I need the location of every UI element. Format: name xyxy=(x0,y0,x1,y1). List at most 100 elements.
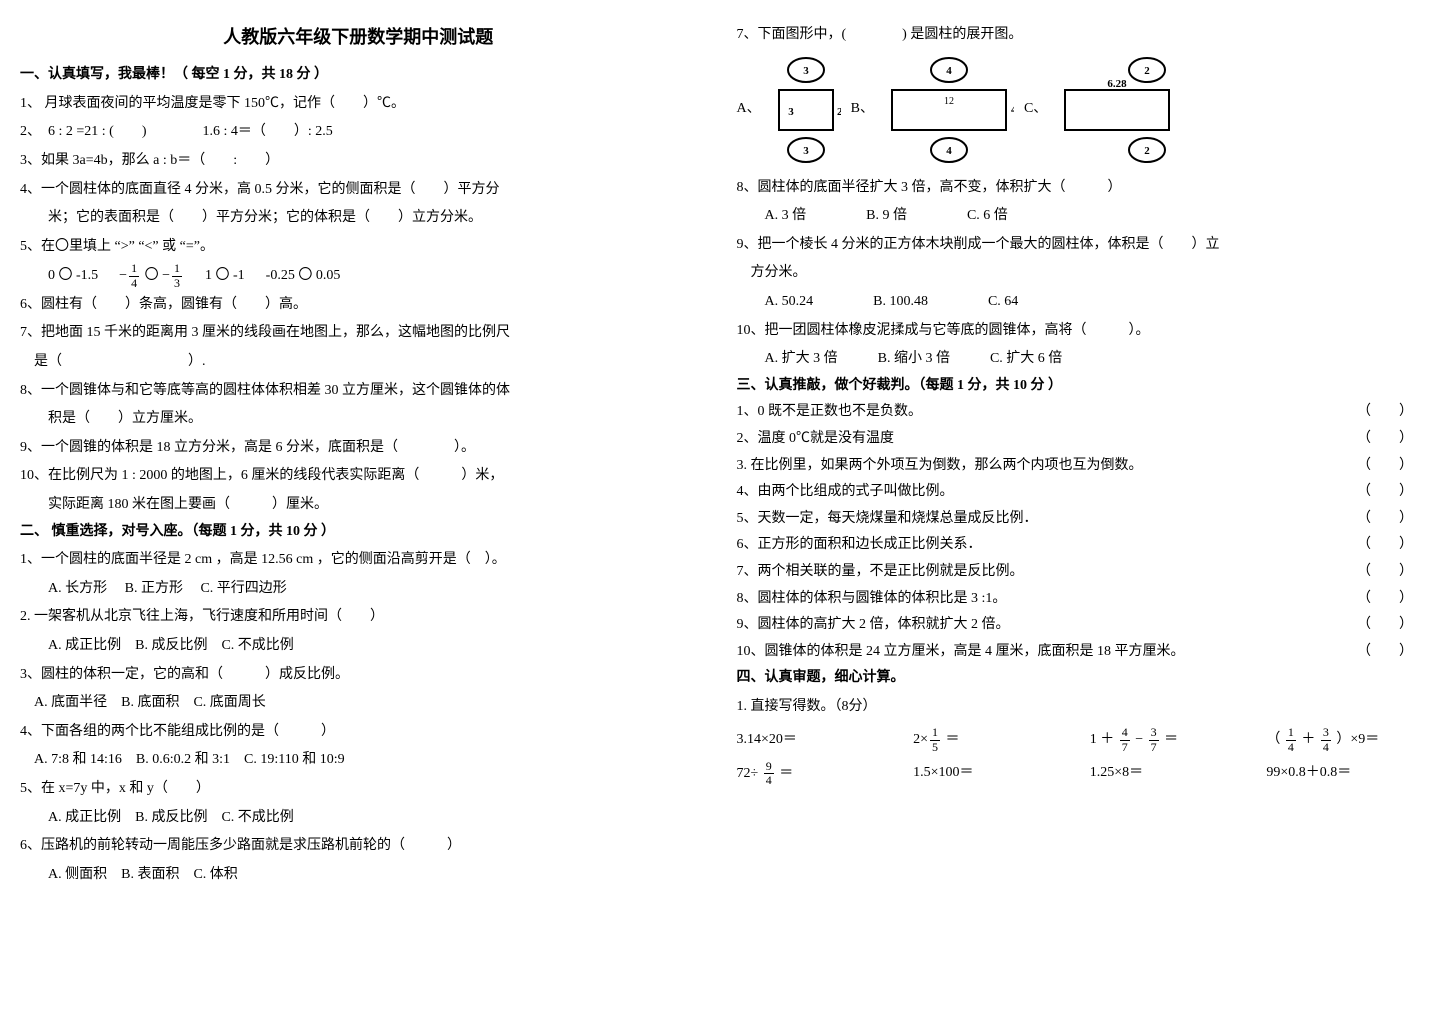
s2-q3b: B. 底面积 xyxy=(121,695,179,710)
c3: 1 ＋ 47 − 37 ＝ xyxy=(1090,726,1237,754)
paren-slot: （ ） xyxy=(1343,506,1413,533)
s2-q2c: C. 不成比例 xyxy=(221,638,293,653)
s2-q9-l2: 方分米。 xyxy=(737,260,1414,287)
c6: 1.5×100＝ xyxy=(913,760,1060,787)
s1-q8-l2: 积是（ ）立方厘米。 xyxy=(20,406,697,433)
paren-slot: （ ） xyxy=(1343,559,1413,586)
s1-q2: 2、 6 : 2 =21 : ( ) 1.6 : 4＝（ ）: 2.5 xyxy=(20,119,697,146)
s2-q10-opts: A. 扩大 3 倍 B. 缩小 3 倍 C. 扩大 6 倍 xyxy=(737,346,1414,373)
s2-q1c: C. 平行四边形 xyxy=(200,581,286,596)
label-a: A、 xyxy=(737,96,761,123)
frac-1-4: 14 xyxy=(129,262,139,289)
right-column: 7、下面图形中，( ) 是圆柱的展开图。 A、 3 3 2 3 B、 4 12 … xyxy=(737,20,1414,888)
paren-slot: （ ） xyxy=(1343,586,1413,613)
s1-q5: 5、在〇里填上 “>” “<” 或 “=”。 xyxy=(20,234,697,261)
s1-q4-l1: 4、一个圆柱体的底面直径 4 分米，高 0.5 分米，它的侧面积是（ ）平方分 xyxy=(20,177,697,204)
page-title: 人教版六年级下册数学期中测试题 xyxy=(20,20,697,54)
calc-row-2: 72÷ 94 ＝ 1.5×100＝ 1.25×8＝ 99×0.8＋0.8＝ xyxy=(737,760,1414,788)
section3-head: 三、认真推敲，做个好裁判。（每题 1 分，共 10 分 ） xyxy=(737,373,1414,400)
s1-q3: 3、如果 3a=4b，那么 a : b＝（ : ） xyxy=(20,148,697,175)
paren-slot: （ ） xyxy=(1343,612,1413,639)
svg-text:3: 3 xyxy=(788,106,794,118)
s2-q1: 1、一个圆柱的底面半径是 2 cm ，高是 12.56 cm ，它的侧面沿高剪开… xyxy=(20,547,697,574)
frac-3-4: 34 xyxy=(1321,726,1331,753)
svg-text:2: 2 xyxy=(837,106,841,118)
s1-q5a: 0 〇 -1.5 xyxy=(48,268,98,283)
s2-q5a: A. 成正比例 xyxy=(48,810,121,825)
c2: 2×15 ＝ xyxy=(913,726,1060,754)
s2-q10b: B. 缩小 3 倍 xyxy=(878,346,950,373)
s3-j3: 3. 在比例里，如果两个外项互为倒数，那么两个内项也互为倒数。 xyxy=(737,453,1344,480)
svg-text:3: 3 xyxy=(803,65,809,77)
svg-text:2: 2 xyxy=(1145,65,1151,77)
s2-q2: 2. 一架客机从北京飞往上海，飞行速度和所用时间（ ） xyxy=(20,604,697,631)
s2-q9-l1: 9、把一个棱长 4 分米的正方体木块削成一个最大的圆柱体，体积是（ ）立 xyxy=(737,232,1414,259)
s2-q8-opts: A. 3 倍 B. 9 倍 C. 6 倍 xyxy=(737,203,1414,230)
frac-1-3: 13 xyxy=(172,262,182,289)
s1-q5-row: 0 〇 -1.5 −14 〇 −13 1 〇 -1 -0.25 〇 0.05 xyxy=(20,262,697,290)
s3-j9: 9、圆柱体的高扩大 2 倍，体积就扩大 2 倍。 xyxy=(737,612,1344,639)
s2-q4a: A. 7:8 和 14:16 xyxy=(34,752,122,767)
s1-q8-l1: 8、一个圆锥体与和它等底等高的圆柱体体积相差 30 立方厘米，这个圆锥体的体 xyxy=(20,378,697,405)
frac-4-7: 47 xyxy=(1120,726,1130,753)
s1-q5c: 1 〇 -1 xyxy=(205,268,245,283)
svg-text:2: 2 xyxy=(1145,145,1151,157)
s3-j7: 7、两个相关联的量，不是正比例就是反比例。 xyxy=(737,559,1344,586)
s1-q5d: -0.25 〇 0.05 xyxy=(266,268,341,283)
paren-slot: （ ） xyxy=(1343,399,1413,426)
left-column: 人教版六年级下册数学期中测试题 一、认真填写，我最棒！（ 每空 1 分，共 18… xyxy=(20,20,697,888)
frac-1-5: 15 xyxy=(930,726,940,753)
s1-q4-l2: 米；它的表面积是（ ）平方分米；它的体积是（ ）立方分米。 xyxy=(20,205,697,232)
s2-q6: 6、压路机的前轮转动一周能压多少路面就是求压路机前轮的（ ） xyxy=(20,833,697,860)
paren-slot: （ ） xyxy=(1343,532,1413,559)
paren-slot: （ ） xyxy=(1343,453,1413,480)
s2-q10a: A. 扩大 3 倍 xyxy=(765,346,838,373)
s2-q5c: C. 不成比例 xyxy=(221,810,293,825)
s2-q2a: A. 成正比例 xyxy=(48,638,121,653)
s2-q9-opts: A. 50.24 B. 100.48 C. 64 xyxy=(737,289,1414,316)
svg-text:4: 4 xyxy=(946,145,952,157)
s1-q10-l2: 实际距离 180 米在图上要画（ ）厘米。 xyxy=(20,492,697,519)
s4-sub1: 1. 直接写得数。（8分） xyxy=(737,694,1414,721)
s2-q1b: B. 正方形 xyxy=(125,581,183,596)
s2-q6c: C. 体积 xyxy=(193,867,237,882)
c8: 99×0.8＋0.8＝ xyxy=(1266,760,1413,787)
s2-q4c: C. 19:110 和 10:9 xyxy=(244,752,345,767)
s1-q10-l1: 10、在比例尺为 1 : 2000 的地图上，6 厘米的线段代表实际距离（ ）米… xyxy=(20,463,697,490)
paren-slot: （ ） xyxy=(1343,639,1413,666)
frac-1-4b: 14 xyxy=(1286,726,1296,753)
s1-q1: 1、 月球表面夜间的平均温度是零下 150℃，记作（ ）℃。 xyxy=(20,91,697,118)
s2-q6a: A. 侧面积 xyxy=(48,867,107,882)
figure-b-icon: 4 12 4 4 xyxy=(884,55,1014,165)
c5: 72÷ 94 ＝ xyxy=(737,760,884,788)
s3-j10: 10、圆锥体的体积是 24 立方厘米，高是 4 厘米，底面积是 18 平方厘米。 xyxy=(737,639,1344,666)
s2-q2b: B. 成反比例 xyxy=(135,638,207,653)
section4-head: 四、认真审题，细心计算。 xyxy=(737,665,1414,692)
s2-q5b: B. 成反比例 xyxy=(135,810,207,825)
s2-q1-opts: A. 长方形 B. 正方形 C. 平行四边形 xyxy=(20,576,697,603)
s2-q9b: B. 100.48 xyxy=(873,289,928,316)
figure-a-icon: 3 3 2 3 xyxy=(771,55,841,165)
paren-slot: （ ） xyxy=(1343,479,1413,506)
s2-q8c: C. 6 倍 xyxy=(967,203,1008,230)
s2-q4: 4、下面各组的两个比不能组成比例的是（ ） xyxy=(20,719,697,746)
s2-q8a: A. 3 倍 xyxy=(765,203,807,230)
s2-q8b: B. 9 倍 xyxy=(866,203,907,230)
s2-q3-opts: A. 底面半径 B. 底面积 C. 底面周长 xyxy=(20,690,697,717)
section2-head: 二、 慎重选择，对号入座。（每题 1 分，共 10 分 ） xyxy=(20,519,697,546)
s3-j5: 5、天数一定，每天烧煤量和烧煤总量成反比例． xyxy=(737,506,1344,533)
s2-q10c: C. 扩大 6 倍 xyxy=(990,346,1062,373)
s2-q6b: B. 表面积 xyxy=(121,867,179,882)
label-b: B、 xyxy=(851,96,874,123)
s2-q7-head: 7、下面图形中，( ) 是圆柱的展开图。 xyxy=(737,22,1414,49)
label-c: C、 xyxy=(1024,96,1047,123)
svg-text:6.28: 6.28 xyxy=(1108,78,1128,90)
cylinder-net-figures: A、 3 3 2 3 B、 4 12 4 4 C、 xyxy=(737,55,1414,165)
s1-q9: 9、一个圆锥的体积是 18 立方分米，高是 6 分米，底面积是（ ）。 xyxy=(20,435,697,462)
s2-q3: 3、圆柱的体积一定，它的高和（ ）成反比例。 xyxy=(20,662,697,689)
s1-q6: 6、圆柱有（ ）条高，圆锥有（ ）高。 xyxy=(20,292,697,319)
calc-row-1: 3.14×20＝ 2×15 ＝ 1 ＋ 47 − 37 ＝ （ 14 ＋ 34 … xyxy=(737,726,1414,754)
s1-q5b-pre: − xyxy=(119,268,127,283)
s1-q7-l2: 是（ ）. xyxy=(20,349,697,376)
s2-q6-opts: A. 侧面积 B. 表面积 C. 体积 xyxy=(20,862,697,889)
